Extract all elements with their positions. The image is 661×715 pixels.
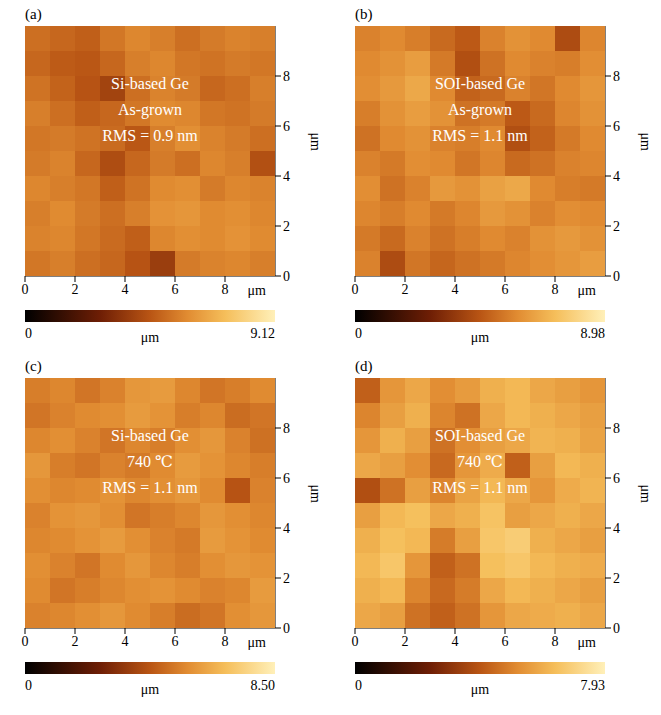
svg-text:6: 6 (283, 119, 290, 134)
svg-text:4: 4 (452, 282, 459, 297)
svg-text:0: 0 (352, 282, 359, 297)
svg-text:8: 8 (283, 421, 290, 436)
html-text:SOI-based Ge: SOI-based Ge (434, 75, 526, 92)
svg-text:8: 8 (613, 69, 620, 84)
svg-text:6: 6 (502, 282, 509, 297)
svg-text:2: 2 (283, 219, 290, 234)
svg-text:9.12: 9.12 (251, 326, 276, 341)
html-text:740 ℃: 740 ℃ (127, 453, 173, 470)
svg-text:2: 2 (613, 571, 620, 586)
svg-text:μm: μm (471, 330, 490, 345)
svg-text:μm: μm (578, 635, 597, 650)
svg-text:2: 2 (613, 219, 620, 234)
svg-text:μm: μm (248, 635, 267, 650)
svg-text:8.50: 8.50 (251, 678, 276, 693)
html-text:RMS = 1.1 nm: RMS = 1.1 nm (102, 479, 198, 496)
svg-text:6: 6 (172, 282, 179, 297)
html-text:740 ℃: 740 ℃ (457, 453, 503, 470)
svg-text:2: 2 (72, 282, 79, 297)
svg-text:0: 0 (283, 269, 290, 284)
svg-text:0: 0 (355, 326, 362, 341)
svg-text:4: 4 (613, 521, 620, 536)
svg-text:0: 0 (283, 621, 290, 636)
svg-text:0: 0 (613, 621, 620, 636)
html-text:As-grown: As-grown (448, 101, 512, 118)
svg-text:4: 4 (283, 169, 290, 184)
svg-text:μm: μm (308, 485, 323, 504)
svg-text:0: 0 (25, 678, 32, 693)
html-text:RMS = 1.1 nm: RMS = 1.1 nm (432, 127, 528, 144)
svg-text:2: 2 (283, 571, 290, 586)
html-text:Si-based Ge: Si-based Ge (111, 427, 189, 444)
svg-text:0: 0 (352, 634, 359, 649)
svg-text:μm: μm (141, 682, 160, 697)
svg-text:0: 0 (22, 282, 29, 297)
svg-text:4: 4 (122, 282, 129, 297)
svg-text:6: 6 (613, 471, 620, 486)
svg-text:4: 4 (122, 634, 129, 649)
svg-text:6: 6 (283, 471, 290, 486)
svg-text:2: 2 (402, 282, 409, 297)
svg-text:μm: μm (471, 682, 490, 697)
svg-text:μm: μm (308, 133, 323, 152)
html-text:RMS = 1.1 nm: RMS = 1.1 nm (432, 479, 528, 496)
html-text:(a): (a) (25, 6, 42, 22)
svg-text:6: 6 (172, 634, 179, 649)
html-text:(d): (d) (355, 358, 373, 374)
svg-text:8: 8 (222, 634, 229, 649)
svg-text:4: 4 (452, 634, 459, 649)
svg-text:4: 4 (613, 169, 620, 184)
svg-text:6: 6 (613, 119, 620, 134)
html-text:(b): (b) (355, 6, 373, 22)
svg-text:μm: μm (141, 330, 160, 345)
svg-text:8: 8 (283, 69, 290, 84)
html-text:(c): (c) (25, 358, 42, 374)
svg-text:8: 8 (552, 634, 559, 649)
svg-text:7.93: 7.93 (581, 678, 606, 693)
svg-text:2: 2 (72, 634, 79, 649)
svg-text:6: 6 (502, 634, 509, 649)
svg-text:0: 0 (355, 678, 362, 693)
svg-text:μm: μm (638, 485, 653, 504)
svg-text:4: 4 (283, 521, 290, 536)
svg-text:0: 0 (613, 269, 620, 284)
html-text:RMS = 0.9 nm: RMS = 0.9 nm (102, 127, 198, 144)
svg-text:8.98: 8.98 (581, 326, 606, 341)
svg-text:8: 8 (613, 421, 620, 436)
svg-text:μm: μm (578, 283, 597, 298)
svg-text:8: 8 (552, 282, 559, 297)
svg-text:0: 0 (22, 634, 29, 649)
html-text:As-grown: As-grown (118, 101, 182, 118)
html-text:Si-based Ge: Si-based Ge (111, 75, 189, 92)
html-text:SOI-based Ge: SOI-based Ge (434, 427, 526, 444)
svg-text:μm: μm (638, 133, 653, 152)
svg-text:2: 2 (402, 634, 409, 649)
svg-text:8: 8 (222, 282, 229, 297)
svg-text:μm: μm (248, 283, 267, 298)
svg-text:0: 0 (25, 326, 32, 341)
